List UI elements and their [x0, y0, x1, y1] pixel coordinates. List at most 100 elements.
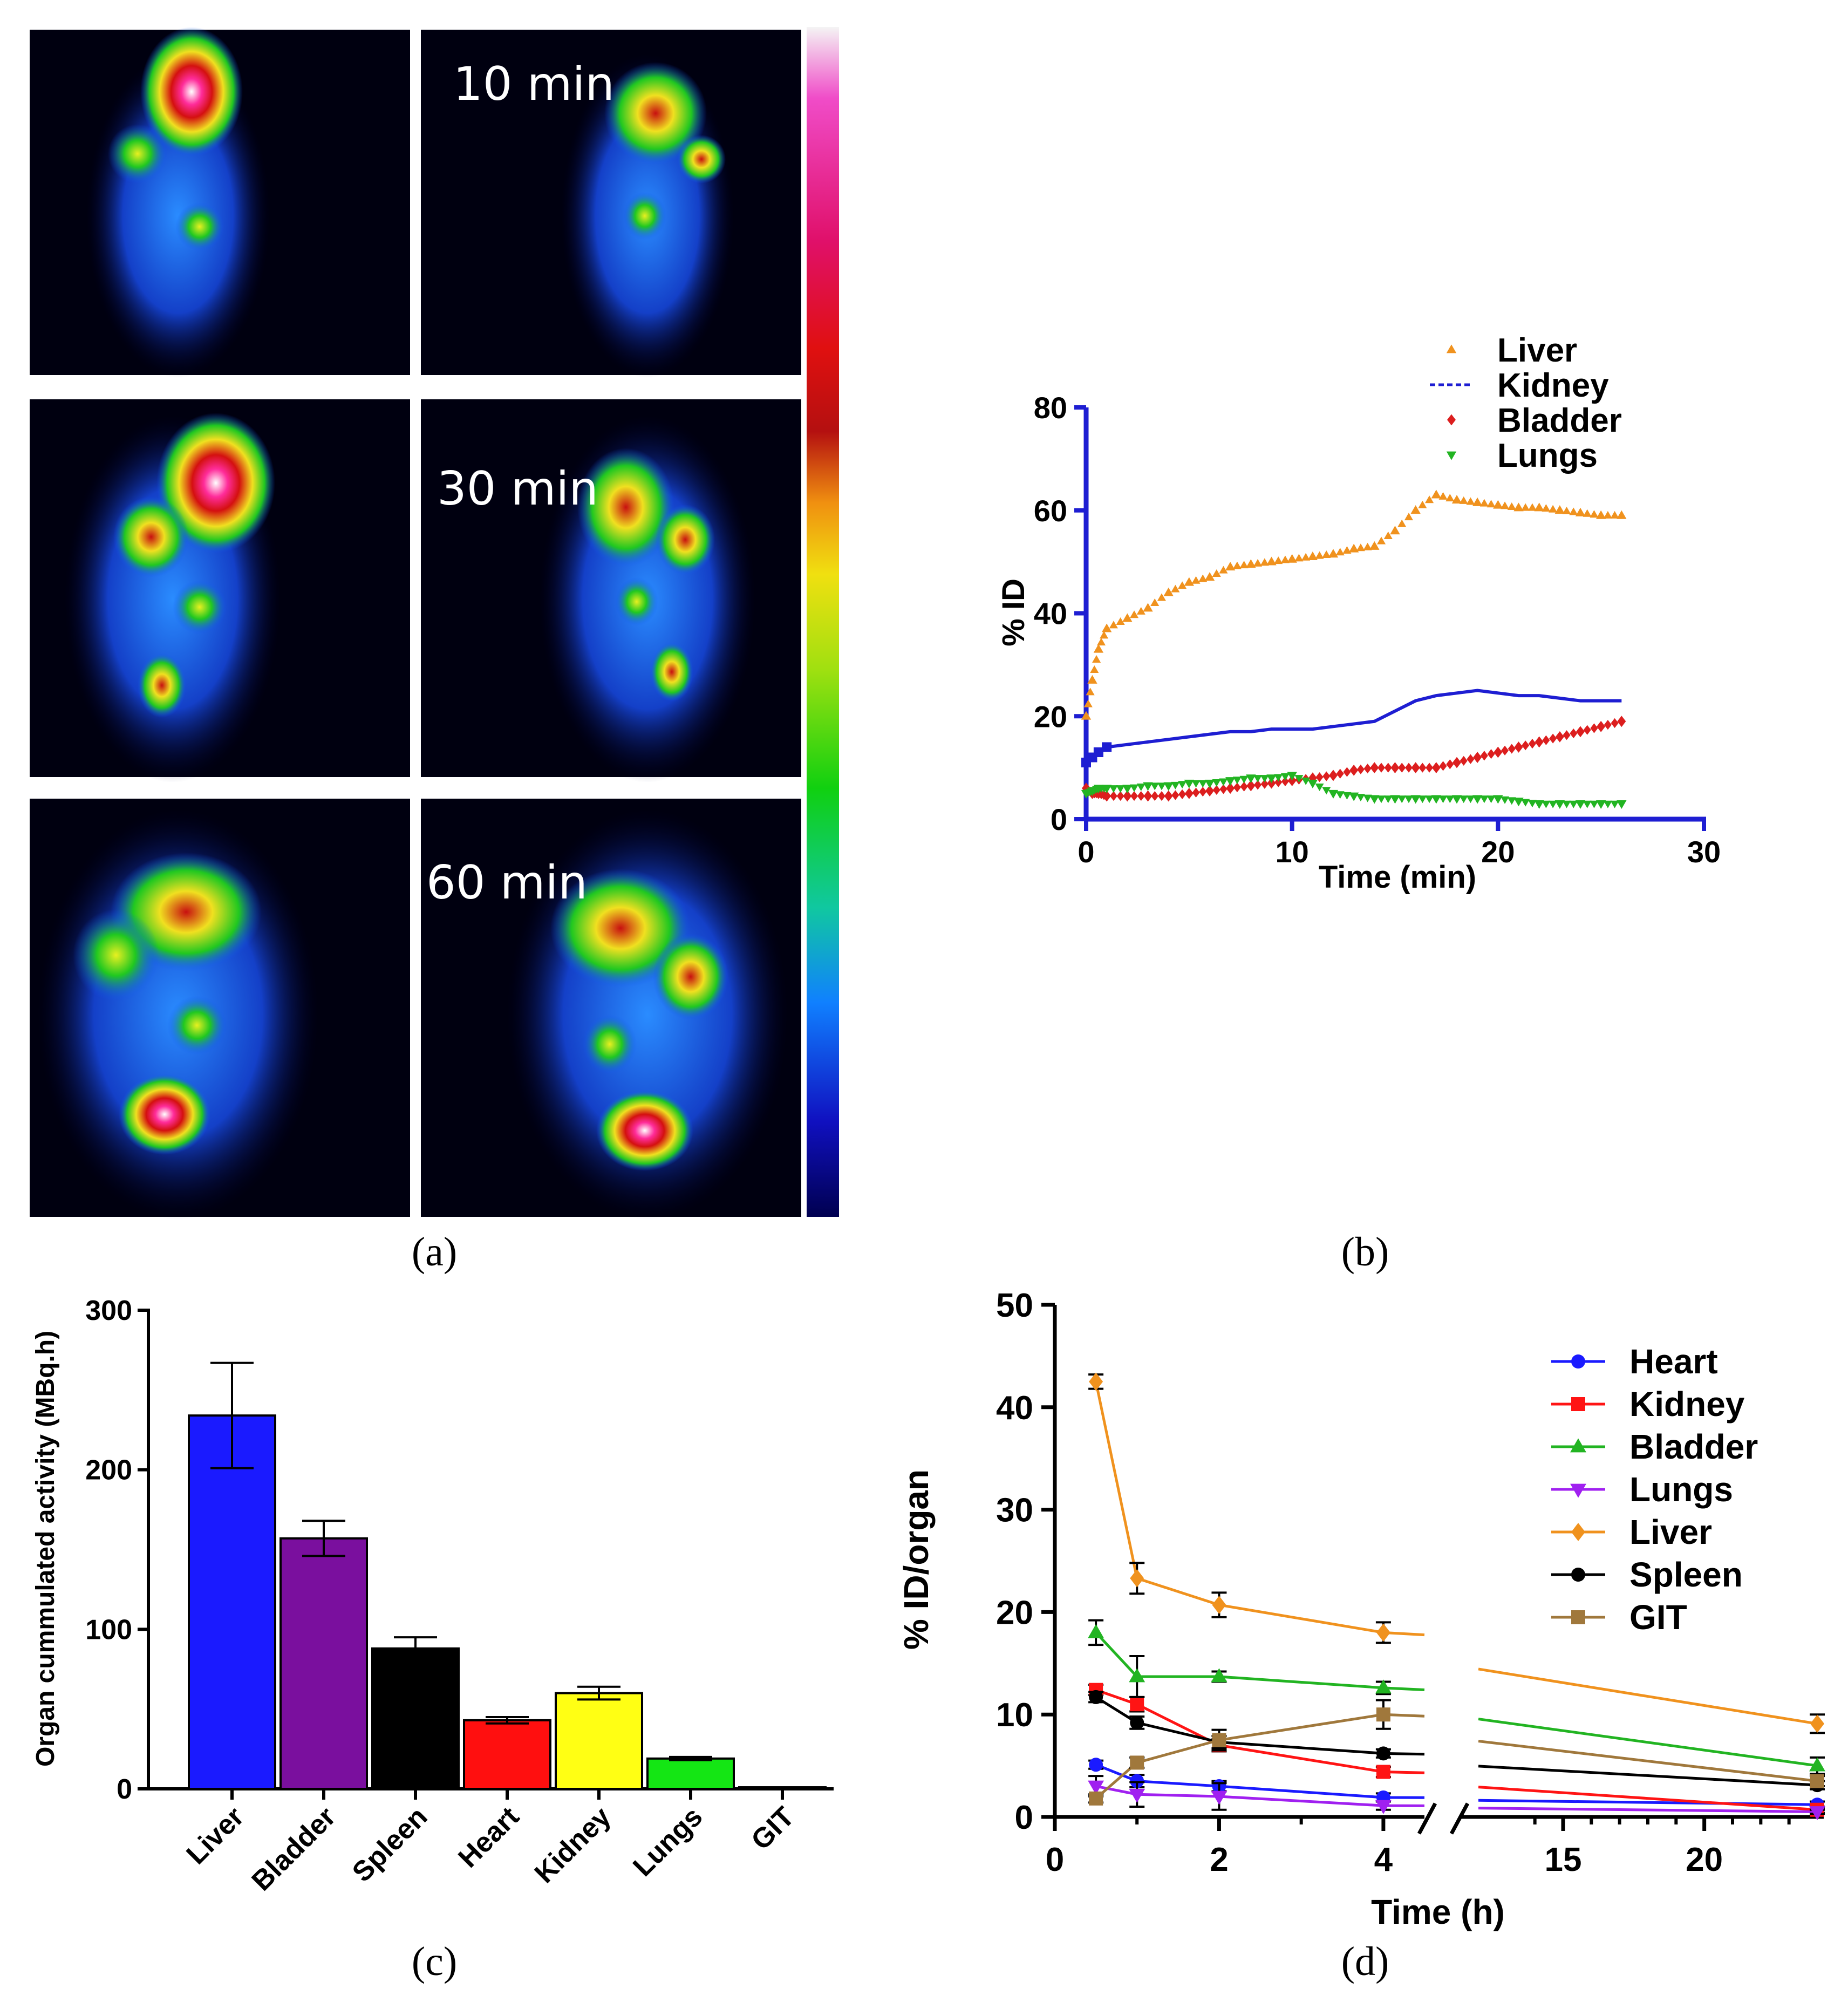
y-tick-label: 40: [996, 1390, 1033, 1427]
data-point: [1528, 739, 1536, 749]
data-point: [1246, 559, 1256, 568]
color-scale-bar: [807, 27, 839, 1217]
chart-b-xlabel: Time (min): [1319, 860, 1476, 895]
series-line: [1478, 1667, 1818, 1725]
data-point: [1219, 778, 1228, 786]
data-point: [1610, 800, 1619, 808]
legend-label: Lungs: [1629, 1470, 1733, 1509]
data-point: [1130, 1697, 1144, 1712]
series-line: [1095, 1696, 1425, 1756]
data-point: [1542, 735, 1550, 745]
data-point: [1521, 799, 1530, 807]
data-point: [1163, 782, 1174, 791]
legend-label: GIT: [1629, 1598, 1687, 1637]
data-point: [1569, 507, 1578, 515]
data-point: [1342, 792, 1352, 800]
data-point: [1562, 800, 1571, 808]
data-point: [1143, 782, 1153, 791]
data-point: [1205, 785, 1214, 796]
data-point: [1232, 561, 1242, 569]
data-point: [1479, 795, 1489, 804]
data-point: [1335, 548, 1345, 556]
data-point: [1233, 782, 1241, 793]
data-point: [1087, 675, 1097, 684]
data-point: [1096, 638, 1106, 646]
series-line: [1085, 689, 1622, 764]
data-point: [1130, 610, 1139, 618]
data-point: [1192, 787, 1200, 798]
data-point: [1507, 797, 1516, 805]
chart-d-ticks: 0 10 20 30 40 50 0 2 4 15 20: [996, 1287, 1791, 1878]
data-point: [1089, 1690, 1103, 1704]
data-point: [1438, 492, 1448, 500]
data-point: [1150, 598, 1160, 607]
scan-time-label: 10 min: [453, 57, 615, 111]
data-point: [1431, 489, 1442, 499]
data-point: [1378, 762, 1386, 773]
y-tick-label: 20: [1034, 699, 1067, 733]
category-label: Kidney: [529, 1801, 617, 1889]
series-bladder: [1082, 716, 1626, 802]
data-point: [1225, 777, 1236, 786]
data-point: [1239, 775, 1249, 784]
data-point: [1328, 789, 1339, 799]
data-point: [1390, 795, 1400, 804]
data-point: [1501, 796, 1510, 804]
y-tick-label: 0: [1015, 1799, 1033, 1836]
data-point: [1590, 510, 1599, 518]
data-point: [1383, 795, 1393, 804]
data-point: [1130, 1569, 1144, 1588]
chart-d-xlabel: Time (h): [1371, 1892, 1505, 1931]
scan-time-label: 30 min: [437, 462, 598, 516]
data-point: [1101, 623, 1112, 632]
data-point: [1507, 502, 1516, 510]
data-point: [1535, 736, 1544, 748]
data-point: [1410, 505, 1421, 514]
data-point: [1569, 800, 1578, 808]
legend-swatch: [1571, 1568, 1585, 1582]
series-line: [1094, 1381, 1425, 1637]
data-point: [1212, 785, 1220, 795]
data-point: [1136, 607, 1145, 615]
data-point: [1595, 800, 1606, 809]
data-point: [1274, 777, 1283, 787]
data-point: [1328, 549, 1339, 558]
data-point: [1459, 795, 1468, 804]
data-point: [1363, 794, 1372, 802]
legend-swatch: [1446, 451, 1457, 460]
data-point: [1542, 800, 1551, 808]
data-point: [1513, 502, 1524, 512]
x-tick-label: 20: [1686, 1841, 1723, 1878]
data-point: [1088, 1624, 1104, 1638]
data-point: [1343, 767, 1351, 777]
x-tick-label: 10: [1276, 835, 1309, 869]
data-point: [1369, 795, 1380, 804]
data-point: [1246, 780, 1256, 792]
bar: [463, 1719, 551, 1790]
data-point: [1513, 798, 1524, 807]
data-point: [1397, 519, 1407, 527]
data-point: [1092, 655, 1101, 663]
data-point: [1466, 795, 1475, 804]
data-point: [1426, 762, 1434, 773]
data-point: [1479, 499, 1489, 507]
data-point: [1473, 752, 1482, 763]
bar: [738, 1786, 827, 1790]
data-point: [1260, 775, 1269, 783]
data-point: [1116, 617, 1125, 625]
y-tick-label: 0: [117, 1774, 132, 1805]
data-point: [1281, 776, 1289, 787]
scan-row-60min: 60 min: [30, 799, 801, 1220]
data-point: [1356, 794, 1365, 802]
x-tick-label: 30: [1687, 835, 1721, 869]
data-point: [1418, 500, 1427, 508]
data-point: [1431, 762, 1441, 774]
data-point: [1211, 1790, 1228, 1805]
y-tick-label: 0: [1051, 802, 1067, 836]
x-tick-label: 2: [1210, 1841, 1228, 1878]
data-point: [1198, 780, 1208, 788]
data-point: [1260, 779, 1269, 789]
data-point: [1555, 731, 1564, 743]
